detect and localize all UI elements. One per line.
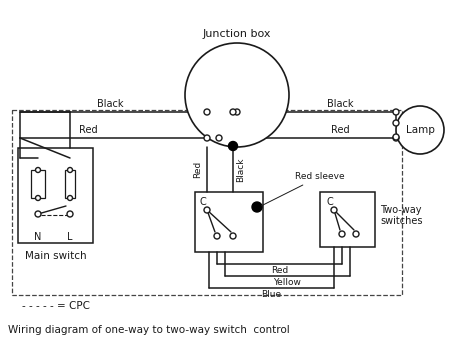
Circle shape: [36, 196, 40, 200]
Bar: [320, 192, 375, 247]
Text: Black: Black: [327, 99, 353, 109]
Text: Blue: Blue: [262, 290, 282, 299]
Text: Lamp: Lamp: [406, 125, 435, 135]
Text: Red: Red: [193, 161, 202, 178]
Circle shape: [393, 109, 399, 115]
Circle shape: [204, 135, 210, 141]
Circle shape: [204, 109, 210, 115]
Text: Two-way
switches: Two-way switches: [380, 205, 422, 226]
Circle shape: [35, 211, 41, 217]
Circle shape: [228, 141, 237, 151]
Circle shape: [230, 109, 236, 115]
Text: C: C: [200, 197, 206, 207]
Bar: [195, 192, 263, 252]
Text: Wiring diagram of one-way to two-way switch  control: Wiring diagram of one-way to two-way swi…: [8, 325, 290, 335]
Text: C: C: [327, 197, 333, 207]
Text: Yellow: Yellow: [273, 278, 301, 287]
Bar: [65, 170, 75, 198]
Circle shape: [353, 231, 359, 237]
Circle shape: [214, 233, 220, 239]
Text: Junction box: Junction box: [203, 29, 271, 39]
Circle shape: [185, 43, 289, 147]
Circle shape: [339, 231, 345, 237]
Circle shape: [204, 207, 210, 213]
Circle shape: [393, 135, 399, 141]
Circle shape: [331, 207, 337, 213]
Bar: [12, 110, 402, 295]
Circle shape: [36, 167, 40, 172]
Text: Red: Red: [331, 125, 349, 135]
Circle shape: [67, 167, 73, 172]
Circle shape: [67, 211, 73, 217]
Text: Black: Black: [236, 157, 245, 182]
Text: Black: Black: [97, 99, 123, 109]
Circle shape: [67, 196, 73, 200]
Text: Red: Red: [271, 266, 288, 275]
Text: N: N: [34, 232, 42, 242]
Text: Red sleeve: Red sleeve: [262, 172, 345, 206]
Bar: [18, 148, 93, 243]
Circle shape: [230, 233, 236, 239]
Text: Red: Red: [79, 125, 97, 135]
Bar: [31, 170, 45, 198]
Circle shape: [252, 202, 262, 212]
Text: L: L: [67, 232, 73, 242]
Circle shape: [234, 109, 240, 115]
Circle shape: [393, 134, 399, 140]
Circle shape: [216, 135, 222, 141]
Text: Main switch: Main switch: [25, 251, 86, 261]
Text: - - - - - = CPC: - - - - - = CPC: [22, 301, 90, 311]
Circle shape: [396, 106, 444, 154]
Circle shape: [393, 120, 399, 126]
